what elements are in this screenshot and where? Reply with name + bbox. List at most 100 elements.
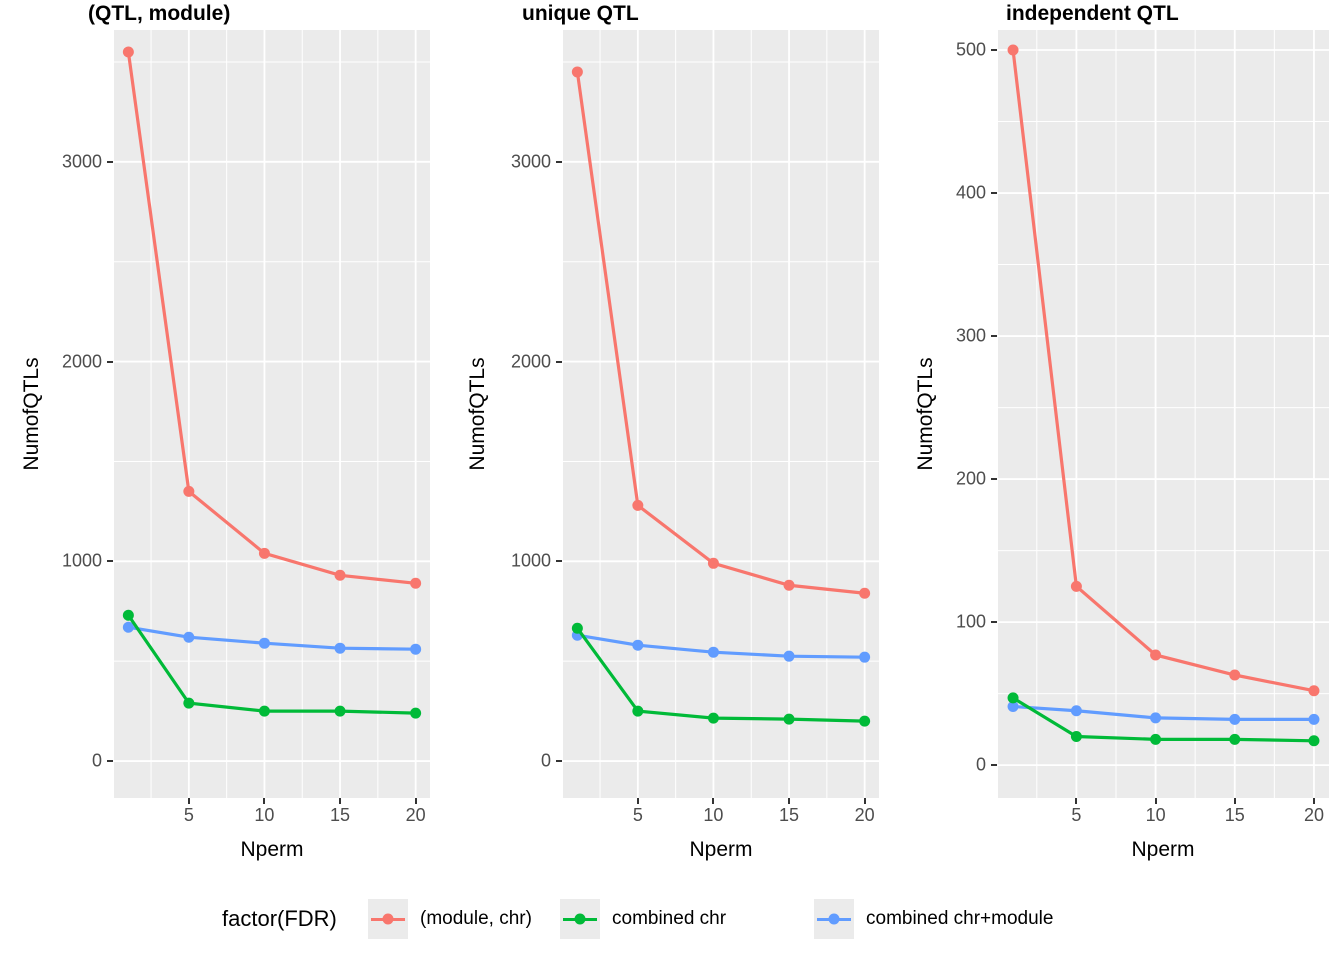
series-line — [577, 633, 865, 659]
x-tick-label: 15 — [330, 805, 351, 825]
y-tick-mark — [991, 335, 997, 338]
y-tick-mark — [556, 760, 562, 763]
data-point — [410, 707, 422, 719]
data-point — [334, 705, 346, 717]
data-point — [1229, 713, 1241, 725]
y-tick-mark — [991, 621, 997, 624]
y-tick-mark — [991, 764, 997, 767]
x-tick-label: 20 — [405, 805, 426, 825]
data-point — [571, 66, 583, 78]
data-point — [334, 642, 346, 654]
panel-plot-area — [114, 30, 430, 798]
series-line — [575, 71, 865, 595]
x-tick-label: 5 — [1071, 805, 1082, 825]
x-tick-label: 5 — [183, 805, 194, 825]
x-tick-mark — [788, 798, 791, 804]
y-tick-label: 3000 — [510, 151, 551, 172]
panel-title-unique-qtl: unique QTL — [522, 2, 639, 25]
data-point — [632, 705, 644, 717]
x-axis-title: Nperm — [689, 838, 753, 861]
y-tick-mark — [556, 360, 562, 363]
legend-point-icon — [574, 913, 586, 925]
data-point — [707, 646, 719, 658]
data-point — [707, 557, 719, 569]
data-point — [1007, 692, 1019, 704]
data-point — [707, 712, 719, 724]
x-tick-mark — [1075, 798, 1078, 804]
x-tick-mark — [187, 798, 190, 804]
x-tick-label: 10 — [703, 805, 724, 825]
y-tick-label: 3000 — [61, 151, 102, 172]
plot-panel-qtl-module — [114, 30, 430, 798]
data-point — [1308, 713, 1320, 725]
y-tick-label: 1000 — [61, 550, 102, 571]
data-point — [258, 705, 270, 717]
data-point — [1150, 649, 1162, 661]
y-tick-label: 0 — [91, 750, 102, 771]
data-point — [1150, 712, 1162, 724]
data-point — [1150, 733, 1162, 745]
y-tick-mark — [556, 560, 562, 563]
plot-panel-independent-qtl — [998, 30, 1329, 798]
x-tick-label: 10 — [1145, 805, 1166, 825]
data-point — [1007, 700, 1019, 712]
legend-label-module-chr: (module, chr) — [420, 908, 532, 929]
data-point — [410, 577, 422, 589]
y-tick-label: 300 — [955, 325, 986, 346]
series-line — [127, 614, 416, 715]
data-point — [183, 697, 195, 709]
legend-line-icon — [817, 917, 851, 921]
panel-title-independent-qtl: independent QTL — [1006, 2, 1179, 25]
data-point — [783, 713, 795, 725]
series-line — [1012, 704, 1314, 721]
y-tick-label: 400 — [955, 182, 986, 203]
x-tick-label: 10 — [254, 805, 275, 825]
x-tick-mark — [263, 798, 266, 804]
x-tick-mark — [339, 798, 342, 804]
data-point — [859, 715, 871, 727]
x-tick-mark — [414, 798, 417, 804]
data-point — [859, 587, 871, 599]
y-tick-label: 100 — [955, 611, 986, 632]
y-axis-title: NumofQTLs — [466, 357, 489, 471]
legend-key-combined-chr-module — [814, 899, 854, 939]
y-tick-label: 2000 — [61, 351, 102, 372]
data-point — [632, 639, 644, 651]
data-point — [183, 631, 195, 643]
data-point — [410, 643, 422, 655]
x-tick-mark — [712, 798, 715, 804]
y-tick-label: 500 — [955, 39, 986, 60]
data-point — [1308, 735, 1320, 747]
legend-key-combined-chr — [560, 899, 600, 939]
data-point — [183, 485, 195, 497]
data-point — [783, 650, 795, 662]
y-tick-mark — [991, 49, 997, 52]
legend-point-icon — [828, 913, 840, 925]
series-line — [126, 51, 416, 585]
data-point — [1070, 705, 1082, 717]
x-axis-title: Nperm — [1131, 838, 1195, 861]
data-point — [258, 547, 270, 559]
y-axis-title: NumofQTLs — [20, 357, 43, 471]
legend-label-combined-chr: combined chr — [612, 908, 727, 929]
x-tick-mark — [636, 798, 639, 804]
panel-title-qtl-module: (QTL, module) — [88, 2, 231, 25]
x-tick-label: 15 — [1224, 805, 1245, 825]
y-tick-label: 1000 — [510, 550, 551, 571]
data-point — [258, 637, 270, 649]
legend-label-combined-chr-module: combined chr+module — [866, 908, 1054, 929]
y-axis-title: NumofQTLs — [914, 357, 937, 471]
x-tick-label: 5 — [632, 805, 643, 825]
y-tick-mark — [991, 478, 997, 481]
x-tick-mark — [1154, 798, 1157, 804]
data-point — [571, 622, 583, 634]
data-point — [1070, 580, 1082, 592]
data-point — [1308, 685, 1320, 697]
data-point — [1007, 44, 1019, 56]
panel-plot-area — [563, 30, 879, 798]
data-point — [1070, 731, 1082, 743]
y-tick-label: 0 — [975, 754, 986, 775]
data-point — [122, 609, 134, 621]
legend-point-icon — [382, 913, 394, 925]
